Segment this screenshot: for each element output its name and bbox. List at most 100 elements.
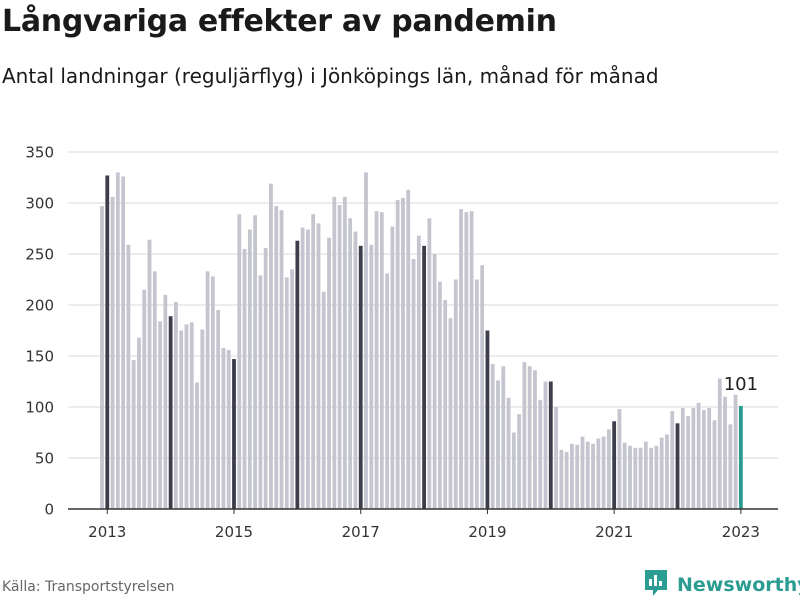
- bar: [649, 447, 654, 509]
- bar: [327, 237, 331, 509]
- bar: [580, 436, 585, 509]
- bar: [158, 321, 162, 509]
- bar: [691, 408, 696, 509]
- brand-logo[interactable]: Newsworthy: [643, 570, 800, 600]
- bar: [728, 424, 733, 509]
- bar: [453, 279, 458, 509]
- chart-title: Långvariga effekter av pandemin: [2, 4, 557, 39]
- bar: [168, 316, 173, 509]
- bar: [517, 414, 522, 509]
- chart-subtitle: Antal landningar (reguljärflyg) i Jönköp…: [2, 64, 659, 88]
- bar: [115, 172, 120, 509]
- bar: [316, 223, 321, 509]
- bar: [643, 441, 648, 509]
- bar: [126, 244, 131, 509]
- bar: [680, 408, 685, 509]
- bar: [163, 294, 168, 509]
- bar: [406, 189, 411, 510]
- bar: [665, 434, 669, 509]
- bar: [480, 265, 485, 509]
- bar: [559, 449, 564, 509]
- bar: [543, 381, 548, 509]
- bar: [422, 245, 426, 509]
- brand-name: Newsworthy: [677, 574, 800, 596]
- bar: [675, 423, 680, 509]
- bar: [179, 330, 184, 509]
- bar: [448, 318, 453, 509]
- bar: [221, 347, 226, 509]
- bar: [506, 397, 511, 509]
- bar: [686, 416, 690, 509]
- bar: [717, 378, 722, 509]
- x-tick-label: 2019: [468, 523, 506, 541]
- bar: [195, 382, 199, 509]
- bar: [189, 322, 194, 509]
- bar: [633, 447, 638, 509]
- bar: [427, 218, 432, 510]
- bar: [401, 197, 405, 509]
- bar: [622, 442, 627, 509]
- bar: [184, 324, 189, 509]
- bar: [232, 359, 236, 509]
- bar: [216, 310, 221, 509]
- bar: [638, 447, 643, 509]
- bar: [474, 279, 479, 509]
- bar: [353, 231, 358, 509]
- x-tick-label: 2013: [88, 523, 126, 541]
- bar: [511, 432, 516, 509]
- bar: [501, 366, 506, 509]
- bar: [321, 291, 326, 509]
- bar: [628, 445, 632, 509]
- bar: [696, 402, 701, 509]
- bar: [300, 227, 305, 510]
- bar: [464, 212, 469, 509]
- y-tick-label: 150: [25, 348, 54, 366]
- bar: [712, 420, 717, 509]
- bar: [210, 276, 215, 509]
- bar: [670, 411, 675, 509]
- bar: [258, 275, 263, 509]
- bar: [738, 405, 743, 509]
- bar: [606, 429, 611, 509]
- bar: [137, 337, 141, 509]
- x-tick-label: 2021: [595, 523, 633, 541]
- bar: [279, 210, 284, 509]
- bar: [100, 206, 104, 509]
- annotation-label: 101: [724, 374, 758, 395]
- bar: [548, 381, 553, 509]
- bar: [416, 235, 421, 509]
- source-note: Källa: Transportstyrelsen: [2, 579, 175, 595]
- bar: [564, 451, 569, 509]
- bar: [659, 437, 664, 509]
- bar: [237, 214, 242, 509]
- bar: [263, 247, 268, 509]
- bar: [527, 366, 532, 509]
- bar: [374, 211, 379, 509]
- bar: [290, 269, 294, 509]
- bar: [342, 196, 347, 509]
- bar: [110, 196, 115, 509]
- bar: [575, 444, 580, 509]
- bar: [702, 410, 706, 509]
- bar: [385, 273, 390, 509]
- bar: [570, 443, 574, 509]
- bar: [295, 240, 300, 510]
- y-tick-label: 300: [25, 195, 54, 213]
- bar: [200, 329, 205, 509]
- bar: [485, 330, 490, 509]
- x-tick-label: 2023: [722, 523, 760, 541]
- bar: [601, 436, 606, 509]
- x-tick-label: 2015: [215, 523, 253, 541]
- x-tick-label: 2017: [342, 523, 380, 541]
- bar: [612, 421, 617, 509]
- bar: [490, 364, 495, 509]
- bar: [538, 399, 543, 509]
- bar: [274, 206, 279, 509]
- y-tick-label: 350: [25, 144, 54, 162]
- bar: [438, 281, 442, 509]
- bar: [554, 407, 558, 509]
- bar: [174, 301, 178, 509]
- bar: [131, 360, 136, 509]
- bar: [121, 176, 126, 510]
- bar: [585, 441, 590, 509]
